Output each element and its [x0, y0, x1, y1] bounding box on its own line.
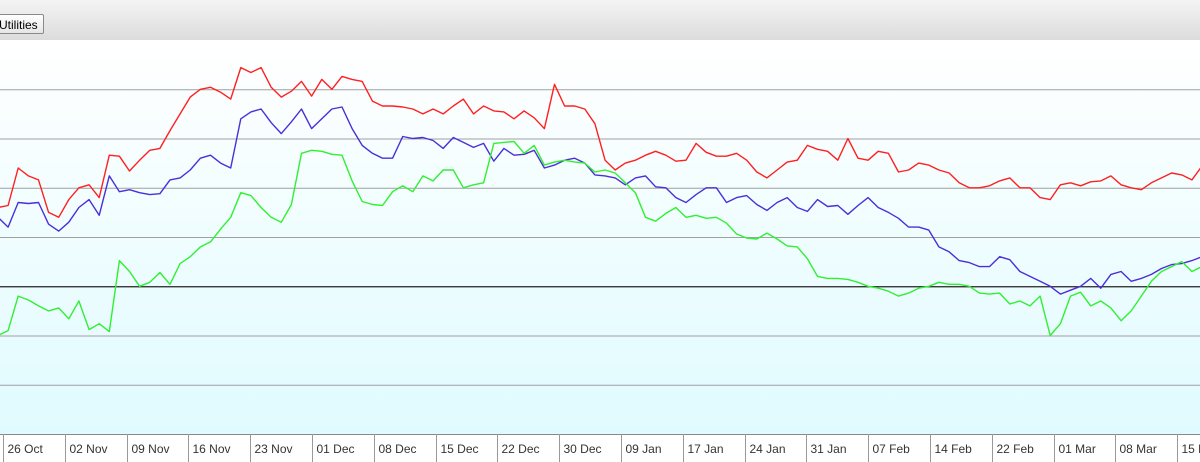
x-tick-label: 14 Feb [935, 442, 973, 456]
series-lines [0, 66, 1200, 337]
x-tick-label: 17 Jan [688, 442, 724, 456]
x-tick-label: 02 Nov [70, 442, 108, 456]
utilities-button[interactable]: Utilities [0, 14, 44, 34]
gridlines [0, 89, 1200, 386]
x-tick-label: 01 Dec [317, 442, 355, 456]
x-tick-label: 16 Nov [193, 442, 231, 456]
x-tick-label: 08 Mar [1120, 442, 1157, 456]
x-tick-label: 15 Dec [441, 442, 479, 456]
line-chart: 26 Oct 02 Nov 09 Nov 16 Nov 23 Nov 01 Dec 08 D… [0, 40, 1200, 462]
x-tick-label: 15 M [1182, 442, 1200, 456]
x-tick-label: 09 Jan [626, 442, 662, 456]
x-tick-label: 26 Oct [8, 442, 44, 456]
chart: 26 Oct 02 Nov 09 Nov 16 Nov 23 Nov 01 Dec 08 D… [0, 40, 1200, 462]
x-tick-label: 08 Dec [379, 442, 417, 456]
x-axis: 26 Oct 02 Nov 09 Nov 16 Nov 23 Nov 01 Dec 08 D… [0, 434, 1200, 462]
x-tick-label: 24 Jan [750, 442, 786, 456]
x-tick-label: 22 Feb [997, 442, 1035, 456]
x-tick-label: 23 Nov [255, 442, 293, 456]
series-line-green [0, 140, 1200, 337]
x-tick-label: 22 Dec [502, 442, 540, 456]
x-tick-label: 09 Nov [132, 442, 170, 456]
toolbar: Utilities [0, 0, 1200, 41]
x-tick-label: 30 Dec [564, 442, 602, 456]
x-tick-label: 31 Jan [811, 442, 847, 456]
series-line-red [0, 66, 1200, 219]
series-line-blue [0, 106, 1200, 295]
x-tick-label: 07 Feb [873, 442, 911, 456]
x-tick-label: 01 Mar [1059, 442, 1096, 456]
